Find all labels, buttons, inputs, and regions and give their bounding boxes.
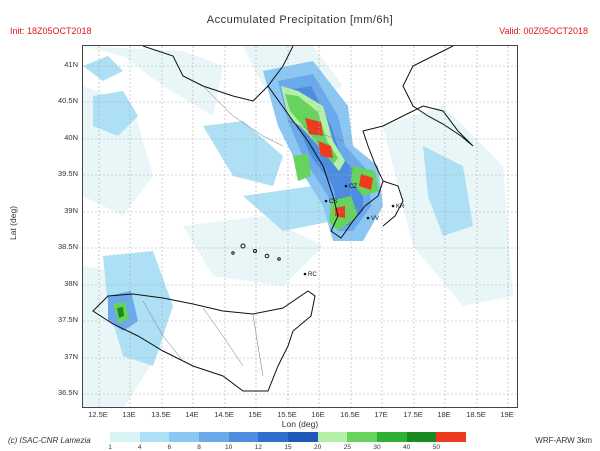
lat-tick: 40N [64, 133, 78, 142]
place-labels: CZ KR CS RC VV [303, 184, 405, 278]
place-cz: CZ [349, 184, 357, 190]
colorbar-label: 30 [373, 444, 381, 451]
colorbar-label: 4 [137, 444, 142, 451]
colorbar-label: 40 [403, 444, 411, 451]
lon-tick: 13E [122, 410, 136, 419]
init-time: Init: 18Z05OCT2018 [10, 26, 92, 36]
colorbar [110, 432, 467, 442]
valid-time: Valid: 00Z05OCT2018 [499, 26, 588, 36]
map-canvas: CZ KR CS RC VV [83, 46, 517, 407]
lat-tick: 39.5N [57, 169, 78, 178]
y-axis-label: Lat (deg) [8, 205, 18, 240]
lon-tick: 18.5E [466, 410, 486, 419]
model-text: WRF-ARW 3km [535, 436, 592, 445]
lat-tick: 37N [64, 352, 78, 361]
colorbar-segment [406, 432, 437, 442]
lon-tick: 17.5E [403, 410, 423, 419]
colorbar-segment [436, 432, 467, 442]
credit-text: (c) ISAC-CNR Lamezia [8, 436, 91, 445]
colorbar-segment [199, 432, 230, 442]
colorbar-segment [169, 432, 200, 442]
lon-tick: 18E [437, 410, 451, 419]
lon-tick: 12.5E [88, 410, 108, 419]
colorbar-label: 6 [167, 444, 172, 451]
lat-tick: 38N [64, 279, 78, 288]
lat-tick: 39N [64, 206, 78, 215]
colorbar-segment [347, 432, 378, 442]
colorbar-segment [139, 432, 170, 442]
lon-tick: 14E [185, 410, 199, 419]
lat-tick: 38.5N [57, 242, 78, 251]
place-vv: VV [371, 216, 379, 222]
colorbar-label: 1 [108, 444, 112, 451]
lat-tick: 36.5N [57, 388, 78, 397]
colorbar-label: 50 [432, 444, 440, 451]
place-cs: CS [329, 199, 337, 205]
colorbar-segment [258, 432, 289, 442]
lon-tick: 16.5E [340, 410, 360, 419]
place-rc: RC [308, 272, 317, 278]
colorbar-segment [110, 432, 141, 442]
colorbar-label: 12 [254, 444, 262, 451]
lon-tick: 19E [500, 410, 514, 419]
x-axis-label: Lon (deg) [281, 419, 319, 429]
colorbar-segment [228, 432, 259, 442]
colorbar-label: 8 [197, 444, 201, 451]
lat-tick: 41N [64, 60, 78, 69]
colorbar-label: 15 [284, 444, 292, 451]
lon-tick: 15.5E [277, 410, 297, 419]
colorbar-label: 10 [225, 444, 233, 451]
colorbar-segment [377, 432, 408, 442]
colorbar-segment [288, 432, 319, 442]
coastlines [92, 46, 474, 392]
lat-tick: 37.5N [57, 315, 78, 324]
lon-tick: 16E [311, 410, 325, 419]
lon-tick: 17E [374, 410, 388, 419]
precipitation-map: CZ KR CS RC VV [82, 45, 518, 408]
colorbar-label: 20 [314, 444, 322, 451]
lon-tick: 15E [248, 410, 262, 419]
colorbar-segment [317, 432, 348, 442]
lon-tick: 14.5E [214, 410, 234, 419]
map-title: Accumulated Precipitation [mm/6h] [206, 14, 394, 26]
lat-tick: 40.5N [57, 96, 78, 105]
colorbar-label: 25 [343, 444, 351, 451]
region-borders [142, 85, 344, 377]
place-kr: KR [396, 204, 405, 210]
precipitation-field [83, 46, 513, 407]
lon-tick: 13.5E [151, 410, 171, 419]
